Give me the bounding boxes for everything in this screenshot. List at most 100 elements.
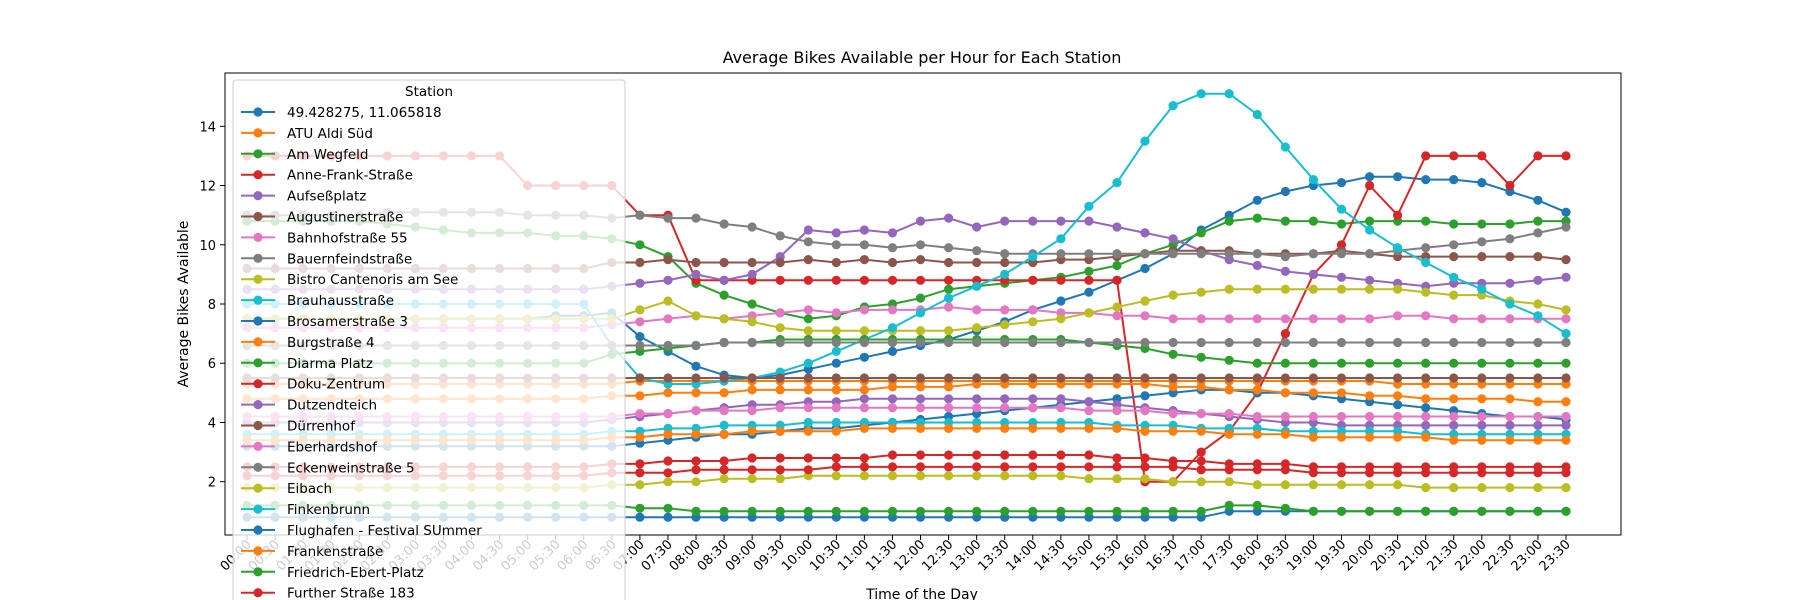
data-point [1056, 450, 1066, 460]
data-point [1449, 420, 1459, 430]
data-point [1365, 275, 1375, 285]
data-point [1028, 450, 1038, 460]
data-point [1084, 506, 1094, 516]
legend-label: Flughafen - Festival SUmmer [287, 523, 482, 539]
y-tick-label: 14 [199, 120, 216, 135]
data-point [1000, 471, 1010, 481]
data-point [747, 426, 757, 436]
data-point [972, 471, 982, 481]
x-tick-label: 10:30 [807, 537, 844, 574]
data-point [1336, 468, 1347, 478]
data-point [1056, 394, 1066, 404]
x-tick-label: 17:30 [1200, 537, 1237, 574]
data-point [1224, 465, 1234, 475]
data-point [1196, 352, 1206, 362]
data-point [1336, 411, 1347, 422]
data-point [1196, 228, 1206, 238]
data-point [1449, 272, 1459, 282]
data-point [635, 317, 645, 327]
data-point [915, 506, 926, 516]
data-point [1280, 358, 1290, 368]
data-point [831, 471, 841, 481]
x-tick-label: 18:00 [1228, 537, 1265, 574]
data-point [691, 269, 701, 279]
data-point [944, 243, 954, 253]
data-point [1168, 426, 1178, 436]
data-point [1561, 255, 1571, 265]
data-point [1084, 308, 1094, 318]
legend-item: Bistro Cantenoris am See [241, 272, 458, 288]
data-point [1112, 275, 1122, 285]
data-point [1533, 195, 1543, 205]
x-tick-label: 21:00 [1396, 537, 1433, 574]
data-point [972, 450, 982, 460]
x-tick-label: 11:00 [835, 537, 872, 574]
data-point [1449, 358, 1459, 368]
data-point [1477, 252, 1487, 262]
data-point [1280, 337, 1290, 348]
data-point [944, 275, 954, 285]
data-point [915, 423, 926, 433]
data-point [831, 373, 841, 383]
data-point [1533, 151, 1543, 161]
data-point [775, 474, 785, 484]
data-point [747, 257, 757, 268]
data-point [1056, 216, 1066, 226]
data-point [944, 293, 954, 303]
data-point [719, 429, 729, 439]
data-point [775, 465, 785, 475]
data-point [1224, 314, 1234, 324]
data-point [1280, 503, 1290, 513]
data-point [1168, 477, 1178, 487]
data-point [1224, 373, 1234, 383]
data-point [1056, 314, 1066, 324]
data-point [1280, 252, 1290, 262]
data-point [1196, 337, 1206, 348]
data-point [635, 278, 645, 288]
data-point [1028, 373, 1038, 383]
legend-marker [253, 295, 263, 305]
legend-item: Finkenbrunn [241, 502, 370, 518]
data-point [1505, 358, 1515, 368]
data-point [1477, 468, 1487, 478]
data-point [1224, 284, 1234, 294]
data-point [1168, 506, 1178, 516]
data-point [1140, 474, 1150, 484]
data-point [1196, 447, 1206, 457]
data-point [1308, 337, 1318, 348]
data-point [663, 388, 673, 398]
data-point [887, 243, 898, 253]
data-point [1084, 216, 1094, 226]
data-point [1308, 468, 1318, 478]
data-point [1196, 409, 1206, 419]
data-point [1252, 109, 1262, 120]
data-point [859, 385, 870, 395]
data-point [1084, 249, 1094, 259]
data-point [1028, 506, 1038, 516]
data-point [1449, 483, 1459, 493]
data-point [1224, 385, 1234, 395]
data-point [691, 506, 701, 516]
data-point [1533, 216, 1543, 226]
data-point [1140, 337, 1150, 348]
legend-item: Brosamerstraße 3 [241, 314, 408, 330]
legend-label: Dürrenhof [287, 419, 356, 435]
data-point [663, 213, 673, 223]
data-point [1533, 411, 1543, 422]
data-point [1449, 151, 1459, 161]
y-axis-label: Average Bikes Available [176, 221, 192, 388]
x-axis-label: Time of the Day [865, 587, 978, 600]
data-point [1449, 506, 1459, 516]
data-point [1280, 388, 1290, 398]
data-point [1056, 471, 1066, 481]
data-point [691, 361, 701, 371]
data-point [1421, 394, 1431, 404]
data-point [1252, 213, 1262, 223]
data-point [635, 210, 645, 220]
data-point [1000, 450, 1010, 460]
data-point [1505, 483, 1515, 493]
data-point [1336, 337, 1347, 348]
data-point [859, 394, 870, 404]
data-point [1477, 411, 1487, 422]
data-point [635, 391, 645, 401]
